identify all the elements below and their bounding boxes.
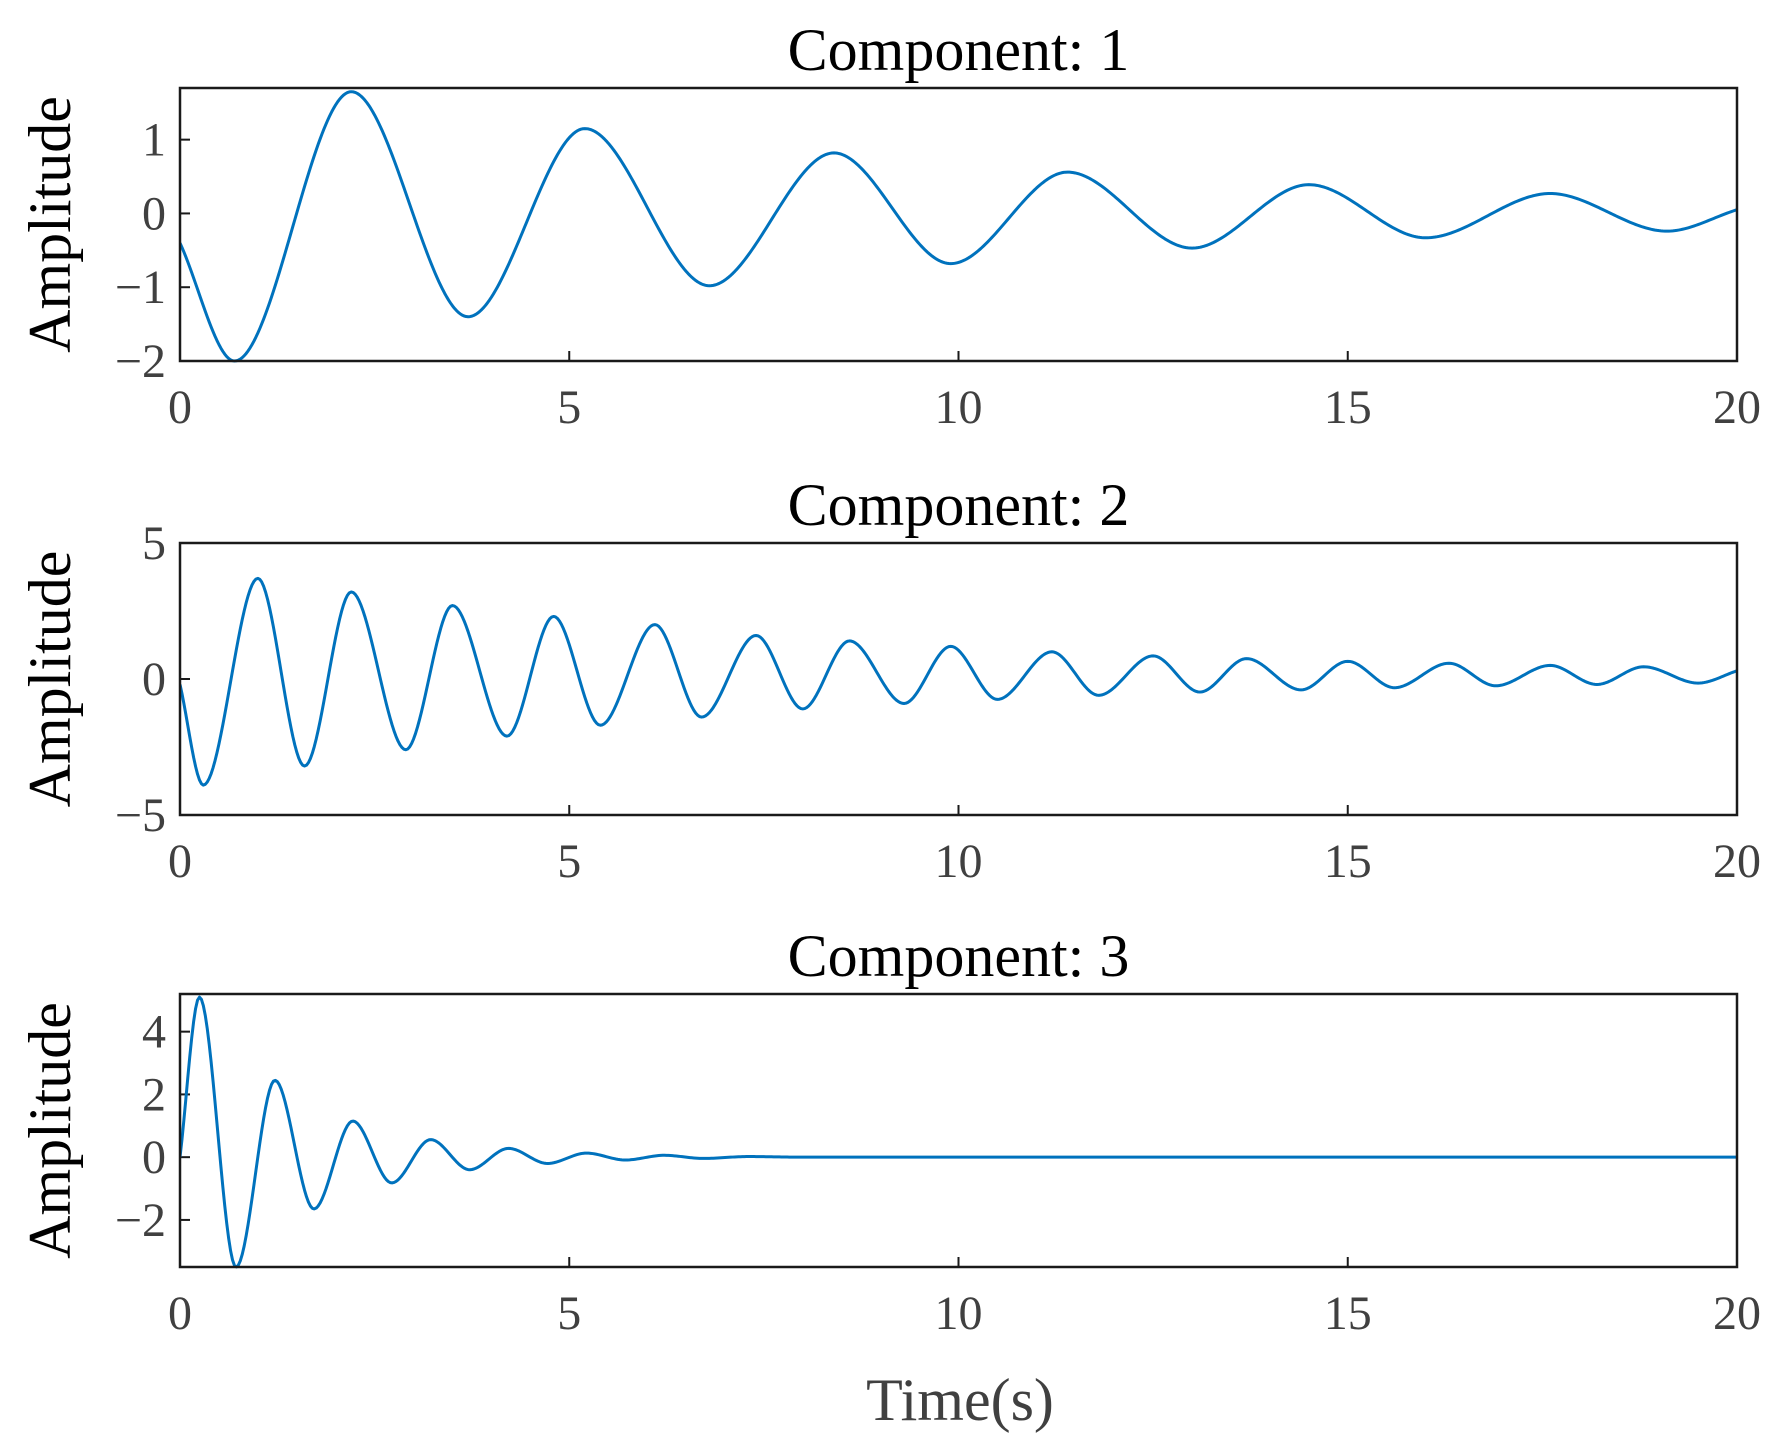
x-tick-label: 0 [168,1287,192,1340]
plot-frame [178,541,1739,817]
plot-frame [178,86,1739,363]
x-tick-label: 0 [168,835,192,888]
x-tick-label: 5 [557,1287,581,1340]
y-tick-label: −5 [115,789,166,842]
y-axis-label: Amplitude [17,1002,83,1259]
y-tick-label: 1 [142,114,166,167]
y-axis-label: Amplitude [17,96,83,353]
y-tick-label: −1 [115,261,166,314]
x-axis-label: Time(s) [866,1367,1054,1433]
y-tick-label: −2 [115,335,166,388]
x-tick-label: 10 [935,381,983,434]
subplot-title: Component: 2 [788,472,1130,538]
y-axis-label: Amplitude [17,551,83,808]
subplot-title: Component: 3 [788,923,1130,989]
x-tick-label: 20 [1713,381,1761,434]
subplot-title: Component: 1 [788,17,1130,83]
y-tick-label: 0 [142,653,166,706]
x-tick-label: 20 [1713,1287,1761,1340]
x-tick-label: 5 [557,835,581,888]
x-tick-label: 15 [1324,835,1372,888]
x-tick-label: 10 [935,1287,983,1340]
series-line-1 [180,576,1737,787]
x-tick-label: 10 [935,835,983,888]
x-tick-label: 20 [1713,835,1761,888]
x-tick-label: 15 [1324,1287,1372,1340]
y-tick-label: 0 [142,187,166,240]
y-tick-label: −2 [115,1194,166,1247]
x-tick-label: 15 [1324,381,1372,434]
y-tick-label: 4 [142,1006,166,1059]
series-line-1 [180,90,1737,363]
series-line-1 [180,995,1737,1269]
x-tick-label: 5 [557,381,581,434]
y-tick-label: 0 [142,1131,166,1184]
x-tick-label: 0 [168,381,192,434]
plot-frame [178,992,1739,1269]
y-tick-label: 2 [142,1068,166,1121]
y-tick-label: 5 [142,517,166,570]
